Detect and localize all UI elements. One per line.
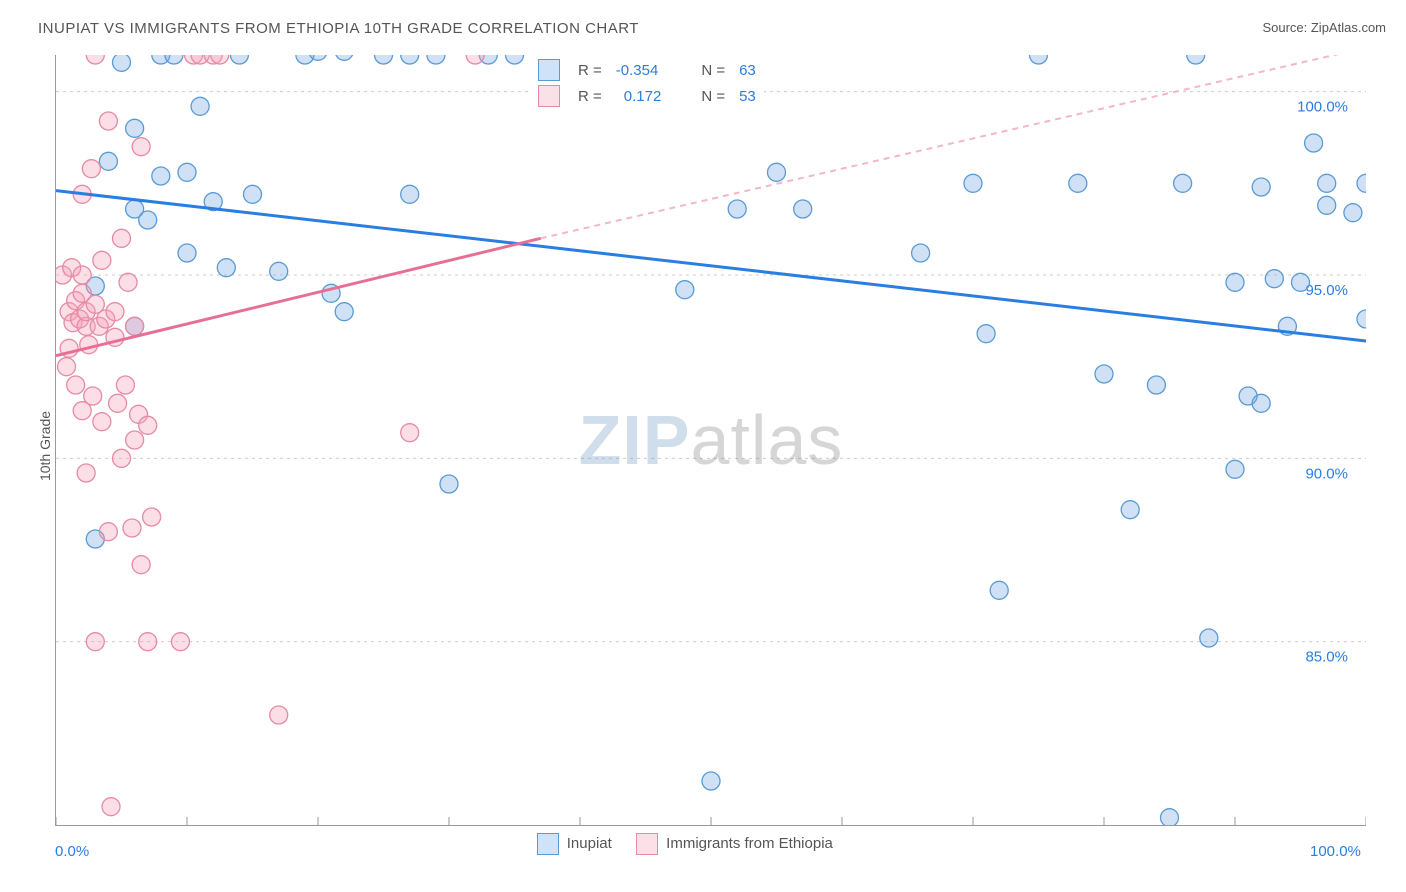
stats-row-inupiat: R = -0.354 N = 63 xyxy=(532,58,762,82)
n-value-inupiat: 63 xyxy=(733,58,762,82)
swatch-inupiat xyxy=(538,59,560,81)
n-label: N = xyxy=(695,58,731,82)
x-min-label: 0.0% xyxy=(55,843,89,860)
legend-label: Inupiat xyxy=(567,835,612,852)
r-label: R = xyxy=(572,58,608,82)
legend-label: Immigrants from Ethiopia xyxy=(666,835,833,852)
swatch-ethiopia xyxy=(538,85,560,107)
source-credit: Source: ZipAtlas.com xyxy=(1262,20,1386,35)
plot-area: 85.0%90.0%95.0%100.0% ZIPatlas xyxy=(55,55,1366,826)
n-label: N = xyxy=(695,84,731,108)
svg-text:90.0%: 90.0% xyxy=(1305,465,1348,482)
r-value-inupiat: -0.354 xyxy=(610,58,668,82)
svg-text:95.0%: 95.0% xyxy=(1305,282,1348,299)
r-value-ethiopia: 0.172 xyxy=(610,84,668,108)
svg-text:85.0%: 85.0% xyxy=(1305,649,1348,666)
swatch-inupiat xyxy=(537,833,559,855)
svg-text:100.0%: 100.0% xyxy=(1297,99,1348,116)
n-value-ethiopia: 53 xyxy=(733,84,762,108)
series-legend: Inupiat Immigrants from Ethiopia xyxy=(527,833,843,855)
legend-item-ethiopia: Immigrants from Ethiopia xyxy=(636,833,833,855)
scatter-svg: 85.0% 90.0% 95.0% 100.0% xyxy=(56,55,1366,825)
stats-row-ethiopia: R = 0.172 N = 53 xyxy=(532,84,762,108)
swatch-ethiopia xyxy=(636,833,658,855)
stats-legend: R = -0.354 N = 63 R = 0.172 N = 53 xyxy=(530,56,764,110)
chart-title: INUPIAT VS IMMIGRANTS FROM ETHIOPIA 10TH… xyxy=(38,20,639,37)
y-axis-label: 10th Grade xyxy=(37,411,53,481)
legend-item-inupiat: Inupiat xyxy=(537,833,612,855)
r-label: R = xyxy=(572,84,608,108)
x-max-label: 100.0% xyxy=(1310,843,1361,860)
